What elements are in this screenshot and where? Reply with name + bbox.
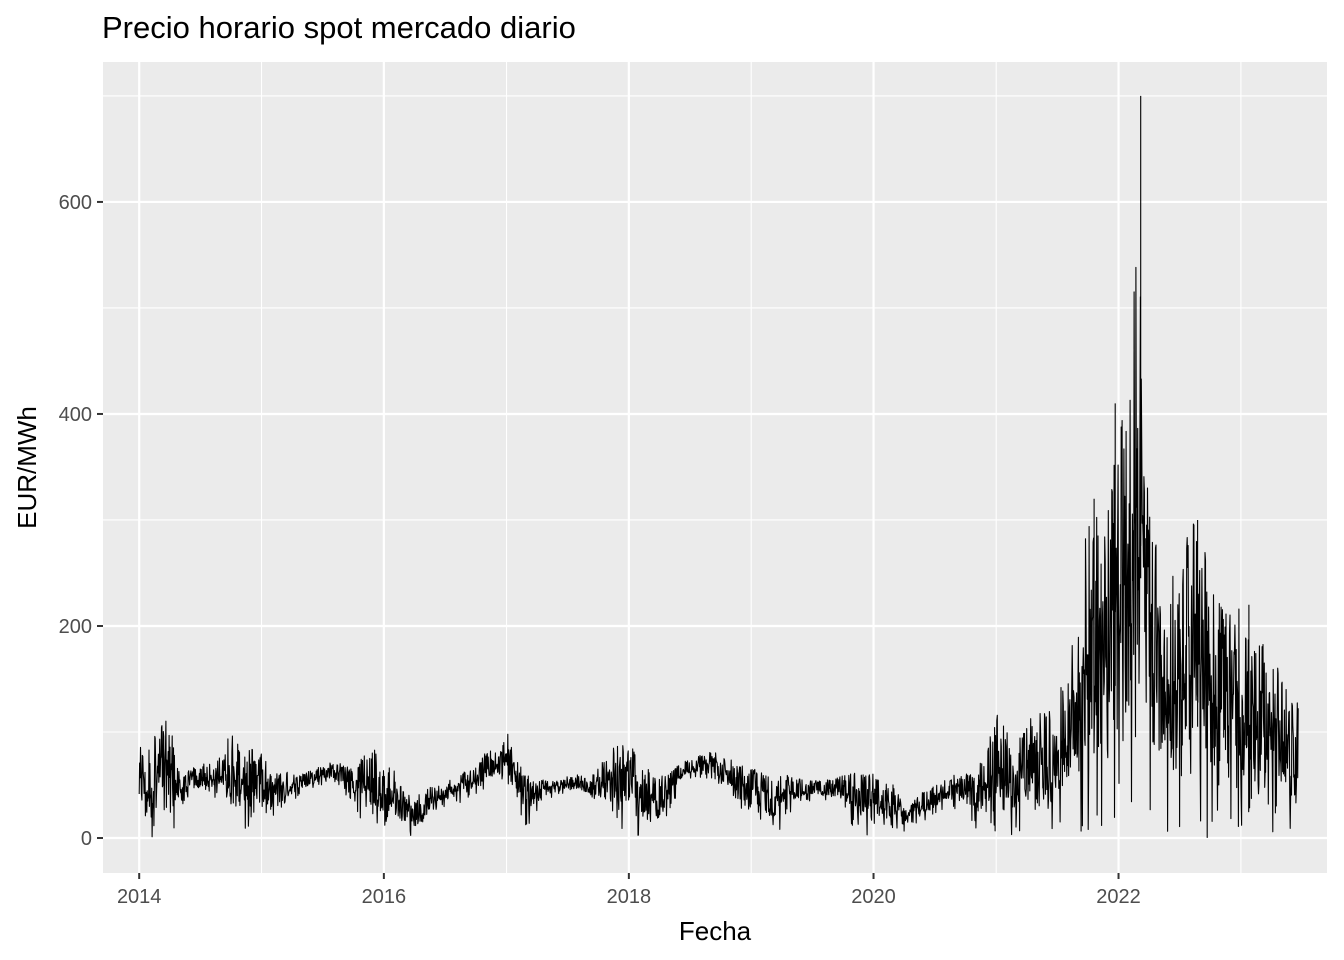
x-tick-label: 2014 bbox=[117, 886, 162, 908]
y-axis-title: EUR/MWh bbox=[12, 406, 42, 529]
x-tick-label: 2022 bbox=[1096, 886, 1141, 908]
plot-panel bbox=[103, 62, 1327, 873]
x-axis-title: Fecha bbox=[679, 916, 752, 946]
series-line bbox=[138, 95, 1299, 839]
y-tick-label: 400 bbox=[59, 404, 92, 426]
y-tick-label: 200 bbox=[59, 616, 92, 638]
axis-ticks bbox=[97, 200, 1120, 879]
y-tick-label: 0 bbox=[81, 828, 92, 850]
x-tick-label: 2020 bbox=[851, 886, 896, 908]
minor-gridlines bbox=[103, 62, 1327, 873]
chart-title: Precio horario spot mercado diario bbox=[102, 10, 576, 45]
y-tick-label: 600 bbox=[59, 192, 92, 214]
axis-labels: 0 200 400 600 2014 2016 2018 2020 2022 bbox=[59, 192, 1141, 908]
x-tick-label: 2016 bbox=[362, 886, 407, 908]
x-tick-label: 2018 bbox=[607, 886, 652, 908]
series-layer bbox=[138, 95, 1299, 839]
